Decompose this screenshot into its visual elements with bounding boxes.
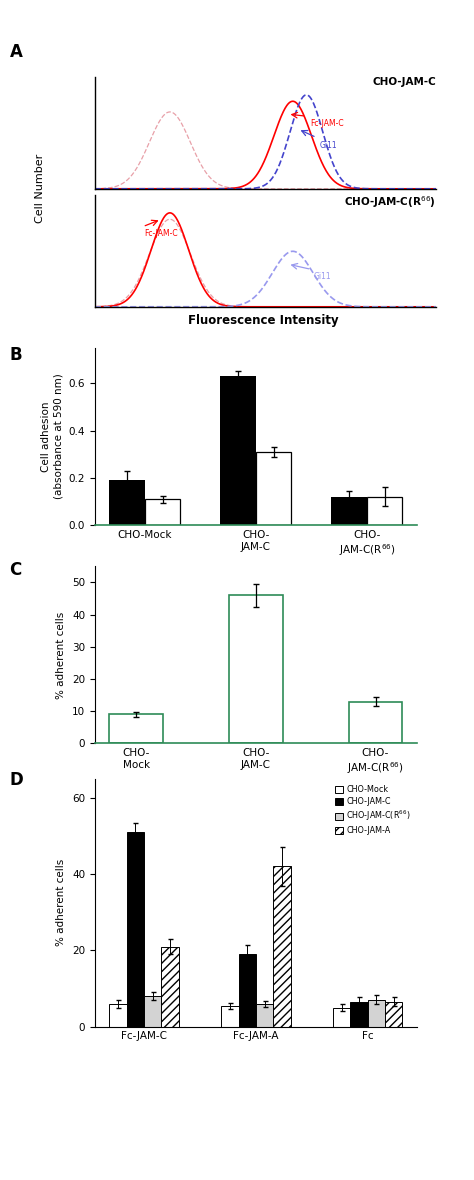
Bar [221, 1005, 238, 1027]
Text: Fc-JAM-C: Fc-JAM-C [144, 229, 178, 238]
Bar [162, 946, 179, 1027]
Bar [273, 866, 291, 1027]
Bar [331, 497, 367, 525]
Bar [256, 1004, 273, 1027]
Bar [333, 1008, 350, 1027]
Y-axis label: % adherent cells: % adherent cells [56, 611, 66, 699]
Bar [367, 497, 402, 525]
Text: CHO-JAM-C: CHO-JAM-C [373, 77, 436, 86]
Bar [109, 480, 145, 525]
Text: Gi11: Gi11 [313, 271, 331, 281]
Bar [109, 1004, 127, 1027]
Bar [229, 596, 283, 743]
Bar [109, 714, 163, 743]
Y-axis label: Cell adhesion
(absorbance at 590 nm): Cell adhesion (absorbance at 590 nm) [41, 374, 63, 499]
Bar [256, 452, 292, 525]
Text: CHO-JAM-C(R$^{66}$): CHO-JAM-C(R$^{66}$) [344, 195, 436, 210]
Text: A: A [9, 42, 22, 60]
Text: B: B [9, 346, 22, 363]
Bar [385, 1002, 402, 1027]
Legend: CHO-Mock, CHO-JAM-C, CHO-JAM-C(R$^{66}$), CHO-JAM-A: CHO-Mock, CHO-JAM-C, CHO-JAM-C(R$^{66}$)… [332, 782, 413, 838]
Text: D: D [9, 771, 23, 788]
Y-axis label: % adherent cells: % adherent cells [56, 859, 66, 946]
Bar [349, 702, 402, 743]
Bar [350, 1002, 368, 1027]
Text: C: C [9, 560, 22, 578]
Bar [144, 996, 162, 1027]
Bar [238, 955, 256, 1027]
Bar [220, 376, 256, 525]
Bar [127, 832, 144, 1027]
Text: Fc-JAM-C: Fc-JAM-C [310, 119, 344, 129]
Text: Cell Number: Cell Number [35, 155, 46, 223]
Bar [368, 999, 385, 1027]
Text: Fluorescence Intensity: Fluorescence Intensity [188, 314, 338, 328]
Bar [145, 499, 181, 525]
Text: Gi11: Gi11 [320, 140, 337, 150]
